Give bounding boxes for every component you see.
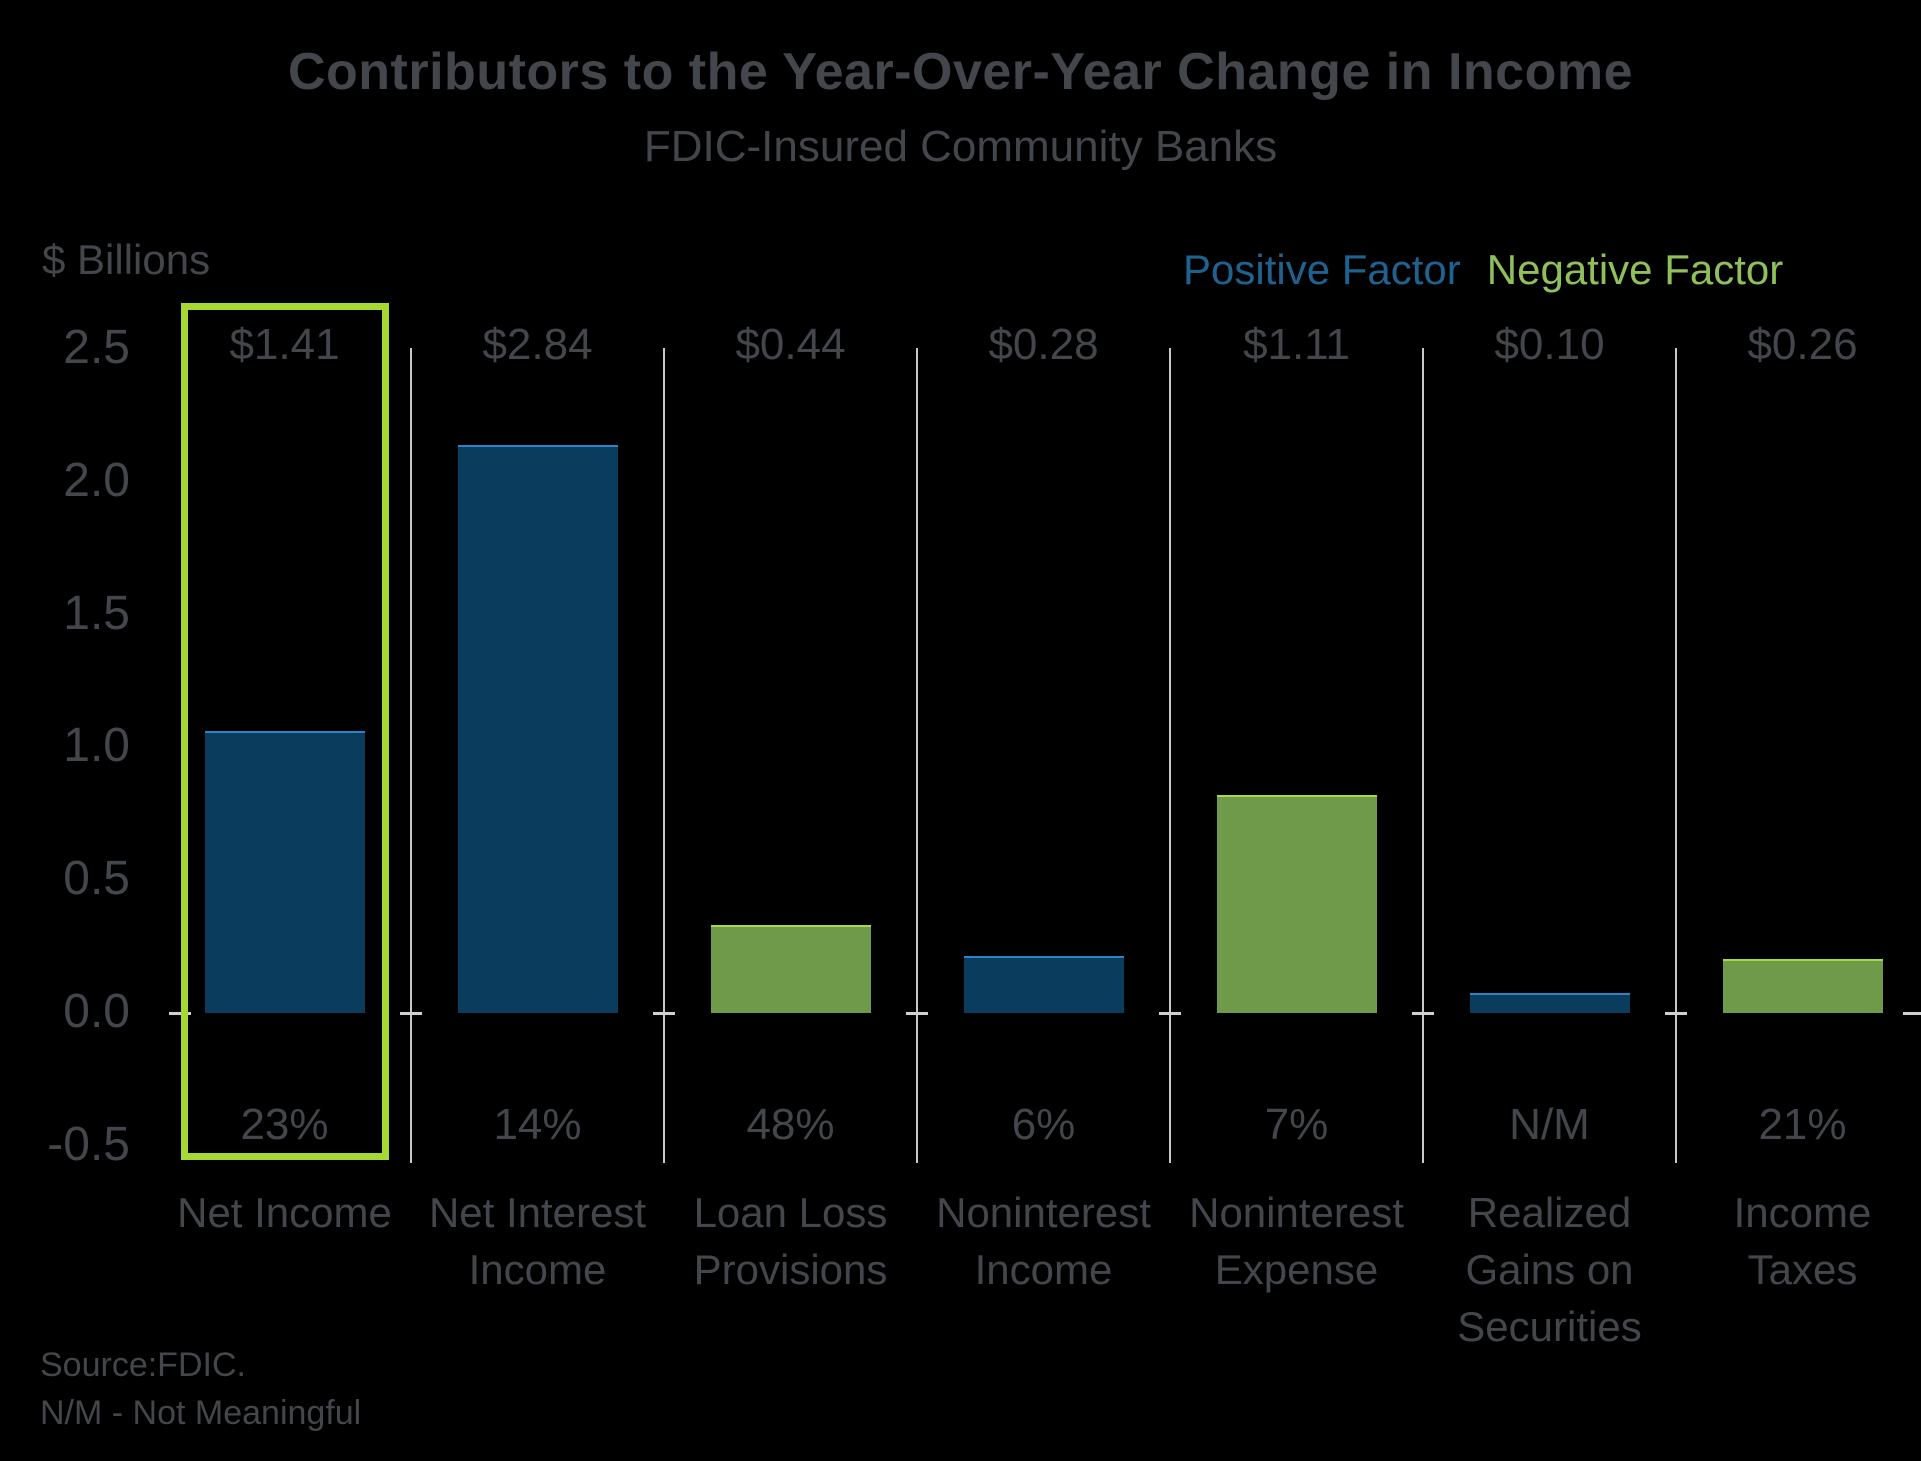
category-label: Loan Loss Provisions — [693, 1189, 888, 1293]
column-separator-line — [1675, 348, 1677, 1163]
column-separator-line — [663, 348, 665, 1163]
nm-note: N/M - Not Meaningful — [40, 1394, 362, 1432]
highlight-box — [180, 303, 389, 1160]
legend: Positive Factor Negative Factor — [1183, 246, 1783, 294]
zero-baseline-tick — [653, 1012, 675, 1015]
y-tick-label: -0.5 — [47, 1117, 130, 1171]
bar-percent-label: 14% — [493, 1100, 582, 1149]
y-tick-label: 2.0 — [63, 453, 130, 507]
footer-notes: Source:FDIC. N/M - Not Meaningful — [40, 1341, 361, 1437]
chart-title: Contributors to the Year-Over-Year Chang… — [287, 43, 1634, 101]
positive-factor-bar — [204, 731, 365, 1013]
y-tick-label: 2.5 — [63, 321, 130, 374]
bar-percent-label: N/M — [1509, 1100, 1590, 1149]
legend-negative-factor-label: Negative Factor — [1486, 246, 1784, 293]
y-tick-label: 1.5 — [63, 586, 130, 640]
bar-percent-label: 6% — [1011, 1100, 1076, 1149]
negative-factor-bar — [710, 925, 871, 1013]
bar-percent-label: 23% — [240, 1100, 329, 1149]
category-label: Net Income — [177, 1189, 392, 1236]
category-label: Realized Gains on Securities — [1457, 1189, 1642, 1350]
bar-value-label: $2.84 — [482, 320, 593, 369]
column-separator-line — [916, 348, 918, 1163]
category-label: Net Interest Income — [428, 1189, 647, 1293]
bar-value-label: $0.28 — [988, 320, 1099, 369]
bar-value-label: $0.44 — [735, 320, 846, 369]
zero-baseline-tick — [1159, 1012, 1181, 1015]
category-label: Noninterest Income — [936, 1189, 1151, 1293]
bar-percent-label: 7% — [1264, 1100, 1329, 1149]
column-separator-line — [410, 348, 412, 1163]
bar-value-label: $1.41 — [229, 320, 340, 369]
zero-baseline-tick — [1665, 1012, 1687, 1015]
legend-positive-factor-label: Positive Factor — [1183, 246, 1461, 293]
bar-percent-label: 21% — [1758, 1100, 1847, 1149]
y-tick-label: 0.5 — [63, 852, 130, 906]
column-separator-line — [1169, 348, 1171, 1163]
column-separator-line — [1422, 348, 1424, 1163]
bar-value-label: $1.11 — [1243, 320, 1350, 369]
negative-factor-bar — [1722, 959, 1883, 1013]
source-note: Source:FDIC. — [40, 1346, 246, 1384]
y-tick-label: 1.0 — [63, 719, 130, 773]
category-label: Noninterest Expense — [1189, 1189, 1404, 1293]
category-label: Income Taxes — [1733, 1189, 1872, 1293]
zero-baseline-tick — [906, 1012, 928, 1015]
positive-factor-bar — [1469, 993, 1630, 1013]
y-axis-label: $ Billions — [42, 236, 211, 283]
zero-baseline-tick — [1412, 1012, 1434, 1015]
bar-percent-label: 48% — [746, 1100, 835, 1149]
negative-factor-bar — [1216, 795, 1377, 1013]
bar-value-label: $0.10 — [1494, 320, 1605, 369]
positive-factor-bar — [963, 956, 1124, 1013]
positive-factor-bar — [457, 445, 618, 1013]
chart-subtitle: FDIC-Insured Community Banks — [643, 122, 1278, 171]
y-tick-label: 0.0 — [63, 985, 130, 1038]
zero-baseline-tick — [169, 1012, 191, 1015]
zero-baseline-tick — [1903, 1012, 1921, 1015]
zero-baseline-tick — [400, 1012, 422, 1015]
bar-value-label: $0.26 — [1747, 320, 1858, 369]
